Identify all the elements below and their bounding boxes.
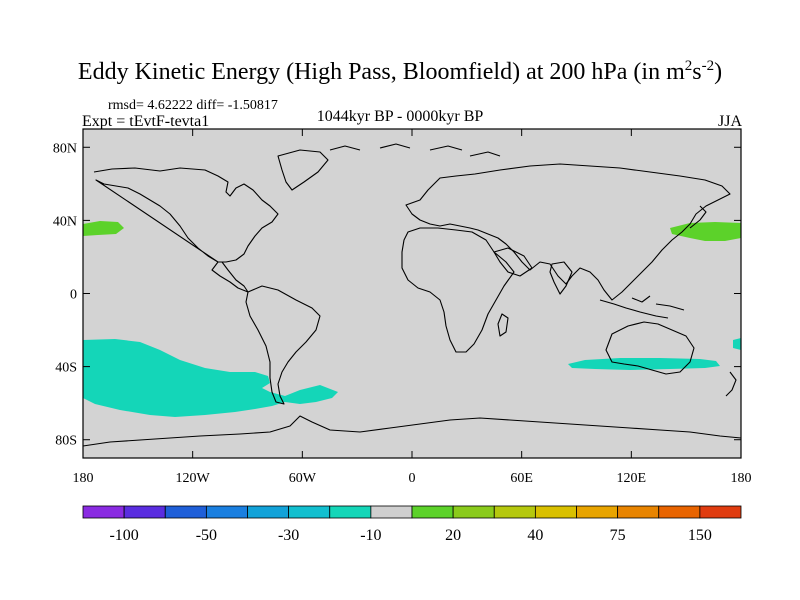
- coast-new-zealand: [725, 371, 737, 397]
- colorbar-box: [370, 505, 413, 519]
- negative-region-indian-ocean: [568, 358, 720, 370]
- coast-india: [549, 261, 573, 295]
- coast-north-america: [93, 167, 279, 293]
- lon-tick-label: 180: [731, 471, 752, 486]
- lon-tick-label: 60W: [289, 471, 317, 486]
- period-label: 1044kyr BP - 0000kyr BP: [316, 108, 484, 125]
- coast-australia: [605, 321, 695, 375]
- stats-text: rmsd= 4.62222 diff= -1.50817: [108, 98, 278, 113]
- lon-tick-label: 120W: [176, 471, 211, 486]
- colorbar-box: [411, 505, 454, 519]
- longitude-axis: 180 120W 60W 0 60E 120E 180: [73, 129, 752, 486]
- colorbar-box: [493, 505, 536, 519]
- coast-south-america: [245, 285, 321, 405]
- coast-africa: [401, 227, 515, 353]
- coast-madagascar: [497, 313, 509, 337]
- season-label: JJA: [717, 113, 742, 130]
- map-title: Eddy Kinetic Energy (High Pass, Bloomfie…: [77, 58, 723, 85]
- lat-tick-label: 40N: [53, 214, 77, 229]
- coastlines: [82, 143, 742, 447]
- colorbar-box: [288, 505, 331, 519]
- colorbar-box: [329, 505, 372, 519]
- colorbar-box: [205, 505, 248, 519]
- lat-tick-label: 40S: [55, 361, 77, 376]
- colorbar-label: 150: [688, 527, 712, 544]
- lon-tick-label: 120E: [617, 471, 647, 486]
- lon-tick-label: 0: [409, 471, 416, 486]
- colorbar-box: [534, 505, 577, 519]
- colorbar-box: [617, 505, 660, 519]
- colorbar-box: [82, 505, 125, 519]
- lat-tick-label: 80S: [55, 434, 77, 449]
- coast-indonesia: [599, 295, 685, 319]
- colorbar-box: [164, 505, 207, 519]
- coast-japan: [689, 205, 707, 229]
- colorbar-label: -10: [360, 527, 381, 544]
- lat-tick-label: 80N: [53, 141, 77, 156]
- coast-europe-asia: [405, 163, 731, 301]
- coast-greenland: [277, 149, 329, 191]
- colorbar-box: [123, 505, 166, 519]
- colorbar-label: -100: [109, 527, 138, 544]
- colorbar-box: [247, 505, 290, 519]
- coast-arctic-islands: [329, 143, 501, 157]
- experiment-label: Expt = tEvtF-tevta1: [82, 113, 210, 130]
- positive-region-north-pacific-west: [83, 221, 124, 236]
- colorbar-label: 40: [527, 527, 543, 544]
- lat-tick-label: 0: [70, 288, 77, 303]
- lon-tick-label: 180: [73, 471, 94, 486]
- colorbar: -100 -50 -30 -10 20 40 75 150: [82, 505, 742, 544]
- colorbar-label: -50: [196, 527, 217, 544]
- coast-arabia: [493, 247, 533, 277]
- colorbar-label: 75: [610, 527, 626, 544]
- coast-antarctica: [82, 415, 742, 447]
- negative-region-east-edge: [733, 338, 741, 350]
- colorbar-label: -30: [278, 527, 299, 544]
- latitude-axis: 80N 40N 0 40S 80S: [53, 141, 741, 449]
- colorbar-box: [452, 505, 495, 519]
- colorbar-box: [658, 505, 701, 519]
- colorbar-label: 20: [445, 527, 461, 544]
- lon-tick-label: 60E: [510, 471, 533, 486]
- colorbar-box: [699, 505, 742, 519]
- colorbar-box: [576, 505, 619, 519]
